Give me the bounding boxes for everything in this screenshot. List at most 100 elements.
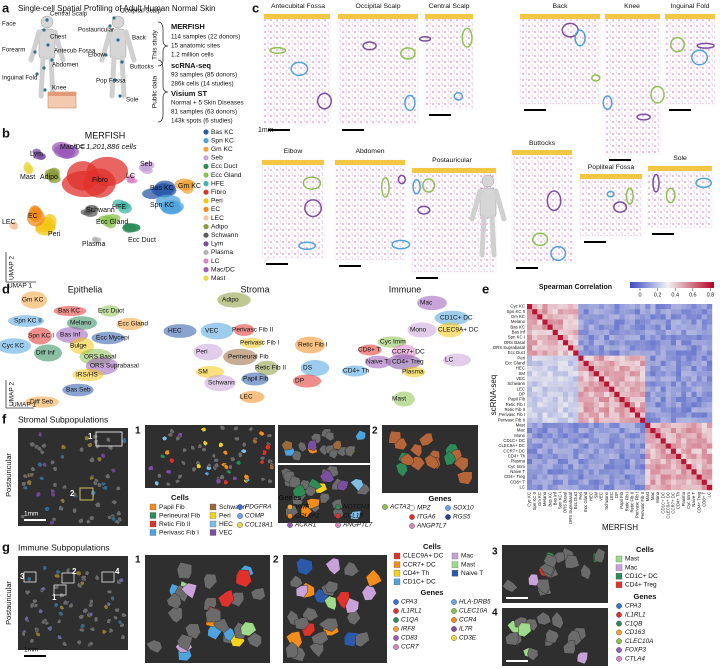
heatmap-cell: [552, 335, 559, 341]
heatmap-cell: [562, 453, 569, 460]
heatmap-cell: [573, 350, 579, 356]
legend-label: Ecc Duct: [211, 163, 238, 170]
heatmap-cell: [604, 304, 610, 310]
heatmap-cell: [552, 407, 559, 413]
heatmap-cell: [614, 304, 620, 310]
heatmap-cell: [588, 464, 595, 470]
heatmap-cell: [583, 464, 589, 470]
heatmap-cell: [660, 474, 666, 480]
heatmap-cell: [614, 464, 620, 470]
heatmap-cell: [696, 381, 702, 387]
heatmap-cell: [527, 438, 533, 444]
heatmap-cell: [650, 453, 656, 460]
heatmap-cell: [681, 391, 687, 398]
structure: [546, 190, 562, 212]
heatmap-cell: [634, 309, 641, 315]
heatmap-cell: [670, 484, 677, 491]
cell-shape: [76, 639, 82, 646]
legend-swatch: [393, 561, 401, 568]
heatmap-cell: [552, 438, 559, 444]
cell-shape: [246, 632, 262, 649]
heatmap-cell: [583, 350, 589, 356]
heatmap-cell: [701, 469, 708, 475]
heatmap-cell: [568, 340, 574, 346]
cell-shape: [53, 573, 61, 579]
heatmap-cell: [676, 474, 682, 480]
heatmap-cell: [614, 371, 620, 377]
heatmap-cell: [578, 453, 584, 460]
heatmap-cell: [583, 376, 589, 382]
heatmap-cell: [655, 484, 661, 491]
heatmap-cell: [573, 391, 579, 398]
heatmap-cell: [706, 469, 713, 475]
row-label: ORS Suprabasal: [493, 345, 525, 350]
heatmap-cell: [619, 391, 625, 398]
legend-swatch: [615, 573, 623, 580]
heatmap-cell: [614, 376, 620, 382]
heatmap-cell: [598, 329, 605, 336]
label: scRNA-seq: [489, 375, 498, 415]
cell-shape: [181, 582, 198, 600]
heatmap-cell: [609, 428, 615, 434]
heatmap-cell: [537, 371, 543, 377]
cluster-label: VEC: [205, 328, 219, 335]
heatmap-cell: [532, 469, 538, 475]
heatmap-cell: [691, 345, 697, 351]
legend-marker: [616, 647, 622, 653]
heatmap-cell: [527, 422, 533, 429]
umap-cluster: [138, 164, 151, 172]
heatmap-cell: [614, 329, 620, 336]
row-label: Ecc Gland: [505, 361, 525, 366]
heatmap-cell: [645, 448, 651, 455]
heatmap-cell: [583, 355, 589, 362]
heatmap-cell: [609, 360, 615, 367]
epidermis: [338, 14, 418, 19]
heatmap-cell: [573, 309, 579, 315]
heatmap-cell: [634, 386, 641, 393]
label: Cells: [636, 545, 654, 554]
heatmap-cell: [681, 484, 687, 491]
heatmap-cell: [614, 360, 620, 367]
heatmap-cell: [532, 428, 538, 434]
heatmap-cell: [604, 381, 610, 387]
heatmap-cell: [691, 469, 697, 475]
heatmap-cell: [614, 335, 620, 341]
heatmap-cell: [640, 314, 646, 320]
site-dot: [46, 43, 50, 47]
heatmap-cell: [706, 304, 713, 310]
heatmap-cell: [686, 319, 692, 325]
cell-shape: [145, 639, 163, 654]
site-label: Sole: [126, 97, 139, 104]
heatmap-cell: [640, 464, 646, 470]
cluster-label: Seb: [140, 161, 153, 168]
cell-shape: [106, 618, 112, 625]
heatmap-cell: [547, 355, 553, 362]
heatmap-cell: [640, 355, 646, 362]
heatmap-cell: [527, 376, 533, 382]
heatmap-cell: [537, 438, 543, 444]
heatmap-cell: [542, 309, 548, 315]
row-label: Peri: [517, 355, 525, 360]
heatmap-cell: [696, 433, 702, 439]
cell-shape: [281, 440, 293, 451]
legend-label: VEC: [219, 529, 233, 536]
heatmap-cell: [578, 329, 584, 336]
heatmap-cell: [681, 314, 687, 320]
tissue-section: [519, 13, 601, 105]
label: Postauricular: [4, 453, 13, 497]
legend-label: Ecc Gland: [211, 172, 242, 179]
cell-shape: [101, 629, 108, 635]
body-figure: [109, 28, 127, 60]
cell-shape: [232, 425, 239, 431]
heatmap-cell: [655, 304, 661, 310]
umap-cluster: [204, 374, 236, 392]
heatmap-cell: [706, 407, 713, 413]
heatmap-cell: [676, 397, 682, 403]
heatmap-cell: [578, 355, 584, 362]
heatmap-cell: [696, 422, 702, 429]
cluster-label: Ecc Gland: [96, 219, 128, 226]
legend-marker: [451, 599, 457, 605]
heatmap-cell: [573, 433, 579, 439]
legend-marker: [287, 504, 293, 510]
cluster-label: Fibro: [92, 177, 108, 184]
